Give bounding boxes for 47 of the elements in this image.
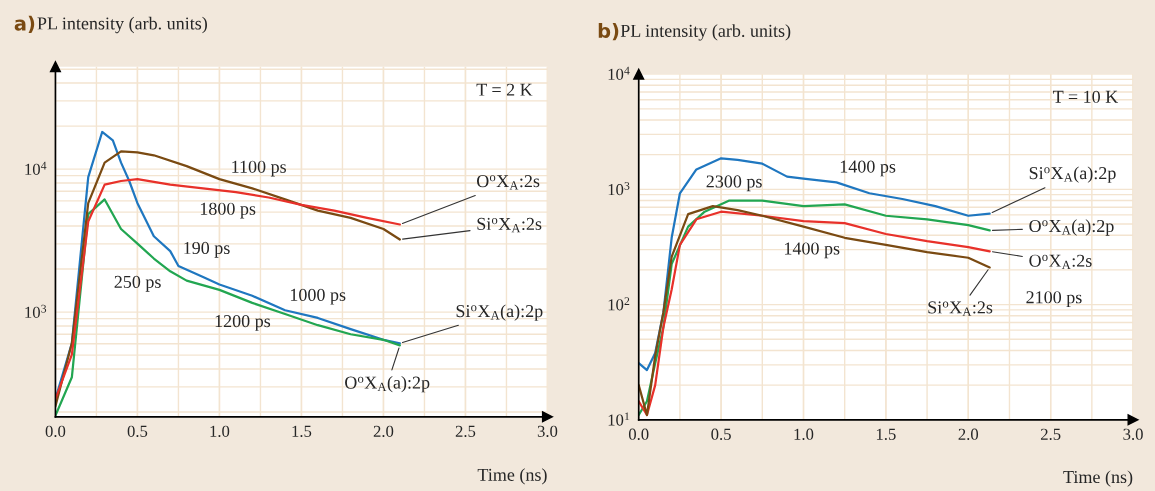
x-tick-label: 1.0 xyxy=(210,425,230,437)
annotation: 1400 ps xyxy=(784,242,840,259)
x-tick-label: 1.5 xyxy=(876,428,896,440)
text: O$^{o}$X$_{A}$:2s xyxy=(476,175,540,190)
x-tick-label: 3.0 xyxy=(537,425,558,437)
annotation: 2100 ps xyxy=(1026,291,1082,308)
annotation: 190 ps xyxy=(184,241,230,258)
y-tick-label: 10$^{4}$ xyxy=(608,66,630,80)
line-series xyxy=(638,157,991,372)
y-tick-label: 10$^{2}$ xyxy=(608,297,630,311)
text: Si$^{o}$X$_{A}$:2s xyxy=(477,217,542,233)
x-tick-label: 0.0 xyxy=(45,425,66,437)
text: Si$^{o}$X$_{A}$(a):2p xyxy=(1029,166,1116,183)
chart-title: a) xyxy=(14,15,35,33)
annotation: 1200 ps xyxy=(215,315,271,331)
annotation: 250 ps xyxy=(114,275,161,292)
annotation: 2300 ps xyxy=(706,175,762,192)
annotation: T = 10 K xyxy=(1053,90,1119,103)
x-tick-label: 1.5 xyxy=(292,425,312,437)
x-axis-title: Time (ns) xyxy=(477,468,547,485)
y-tick-label: 10$^{3}$ xyxy=(608,181,630,196)
series-label: Si$^{o}$X$_{A}$:2s xyxy=(928,301,993,316)
x-tick-label: 0.5 xyxy=(711,428,731,440)
chart-title: b) xyxy=(598,23,619,41)
x-tick-label: 0.5 xyxy=(127,425,148,437)
annotation: 1000 ps xyxy=(290,288,346,305)
annotation: 1100 ps xyxy=(232,160,286,177)
y-tick-label: 10$^{1}$ xyxy=(608,412,630,426)
text: Si$^{o}$X$_{A}$(a):2p xyxy=(456,304,543,321)
y-tick-label: 10$^{3}$ xyxy=(25,304,47,318)
annotation: T = 2 K xyxy=(476,83,533,96)
x-tick-label: 2.0 xyxy=(373,425,394,437)
x-tick-label: 2.0 xyxy=(958,428,979,440)
x-axis-title: Time (ns) xyxy=(1063,470,1133,487)
annotation: 1800 ps xyxy=(200,202,256,219)
x-tick-label: 1.0 xyxy=(794,428,814,440)
x-tick-label: 2.5 xyxy=(1040,428,1061,440)
y-axis-title: PL intensity (arb. units) xyxy=(620,24,791,41)
text: O$^{o}$X$_{A}$(a):2p xyxy=(345,375,430,393)
text: O$^{o}$X$_{A}$:2s xyxy=(1029,254,1092,270)
y-tick-label: 10$^{4}$ xyxy=(25,161,47,175)
annotation: 1400 ps xyxy=(840,160,896,177)
x-tick-label: 0.0 xyxy=(628,428,649,440)
y-axis-title: PL intensity (arb. units) xyxy=(37,16,207,34)
text: O$^{o}$X$_{A}$(a):2p xyxy=(1029,219,1114,236)
x-tick-label: 3.0 xyxy=(1123,428,1143,440)
x-tick-label: 2.5 xyxy=(455,425,476,437)
